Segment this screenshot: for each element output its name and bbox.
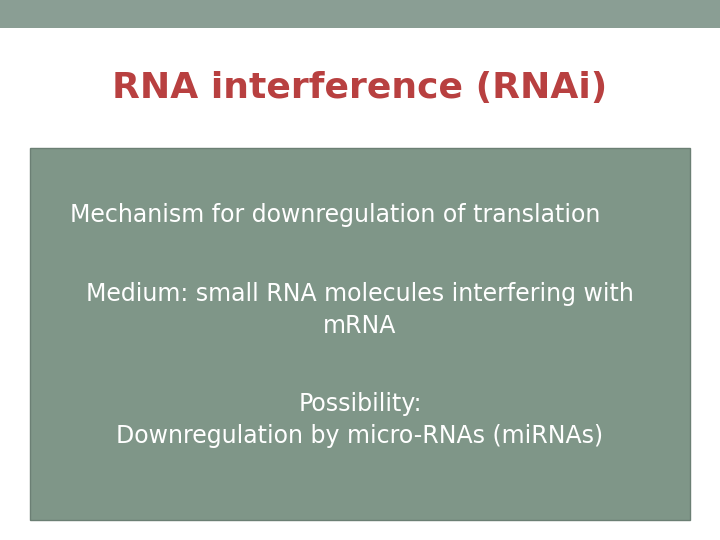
Text: Mechanism for downregulation of translation: Mechanism for downregulation of translat… (70, 203, 600, 227)
Text: Possibility:
Downregulation by micro-RNAs (miRNAs): Possibility: Downregulation by micro-RNA… (117, 392, 603, 448)
Bar (0, 0, 720, 28)
Text: RNA interference (RNAi): RNA interference (RNAi) (112, 71, 608, 105)
Bar (30, 148, 690, 520)
Text: Medium: small RNA molecules interfering with
mRNA: Medium: small RNA molecules interfering … (86, 282, 634, 338)
